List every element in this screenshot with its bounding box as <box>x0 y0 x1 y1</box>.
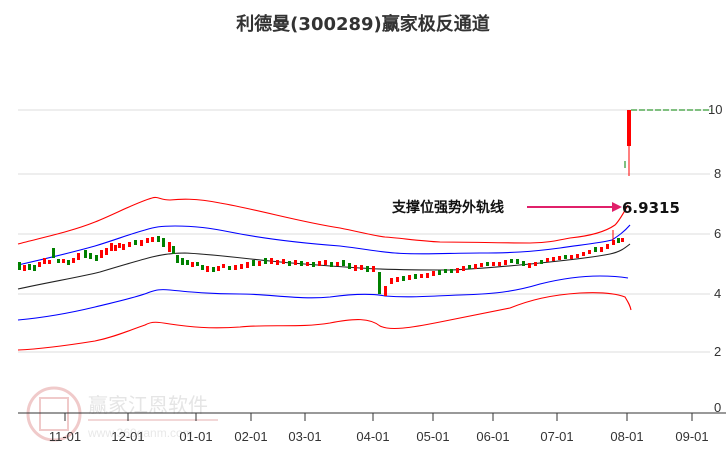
svg-text:0: 0 <box>714 400 721 415</box>
watermark-url: www.360ganm.com <box>87 426 193 440</box>
svg-text:05-01: 05-01 <box>416 429 449 444</box>
inner-lower-band <box>17 275 629 321</box>
gridlines <box>18 109 710 353</box>
watermark-seal-icon <box>26 386 82 442</box>
svg-text:6: 6 <box>714 226 721 241</box>
svg-text:12-01: 12-01 <box>111 429 144 444</box>
svg-text:04-01: 04-01 <box>356 429 389 444</box>
annotation-label: 支撑位强势外轨线 <box>391 199 504 216</box>
channel-lines <box>17 196 632 351</box>
svg-text:02-01: 02-01 <box>234 429 267 444</box>
chart-title: 利德曼(300289)赢家极反通道 <box>236 14 490 35</box>
inner-upper-band <box>17 224 631 266</box>
candlesticks <box>18 109 712 296</box>
svg-text:10: 10 <box>708 102 722 117</box>
svg-text:11-01: 11-01 <box>49 429 81 444</box>
svg-text:01-01: 01-01 <box>179 429 212 444</box>
svg-text:03-01: 03-01 <box>288 429 321 444</box>
svg-text:09-01: 09-01 <box>675 429 708 444</box>
svg-text:2: 2 <box>714 344 721 359</box>
annotation-value: 6.9315 <box>622 199 680 217</box>
y-axis-labels: 10 8 6 4 2 0 <box>708 102 722 415</box>
arrow-right-icon <box>612 202 622 212</box>
svg-text:4: 4 <box>714 286 721 301</box>
support-annotation: 支撑位强势外轨线 6.9315 <box>391 199 680 217</box>
svg-text:07-01: 07-01 <box>540 429 573 444</box>
x-axis: 11-01 12-01 01-01 02-01 03-01 04-01 05-0… <box>18 412 726 444</box>
outer-upper-band <box>17 196 629 245</box>
svg-text:8: 8 <box>714 166 721 181</box>
svg-text:08-01: 08-01 <box>610 429 643 444</box>
outer-lower-band <box>17 292 632 351</box>
limit-up-candle <box>627 110 631 146</box>
svg-text:06-01: 06-01 <box>476 429 509 444</box>
